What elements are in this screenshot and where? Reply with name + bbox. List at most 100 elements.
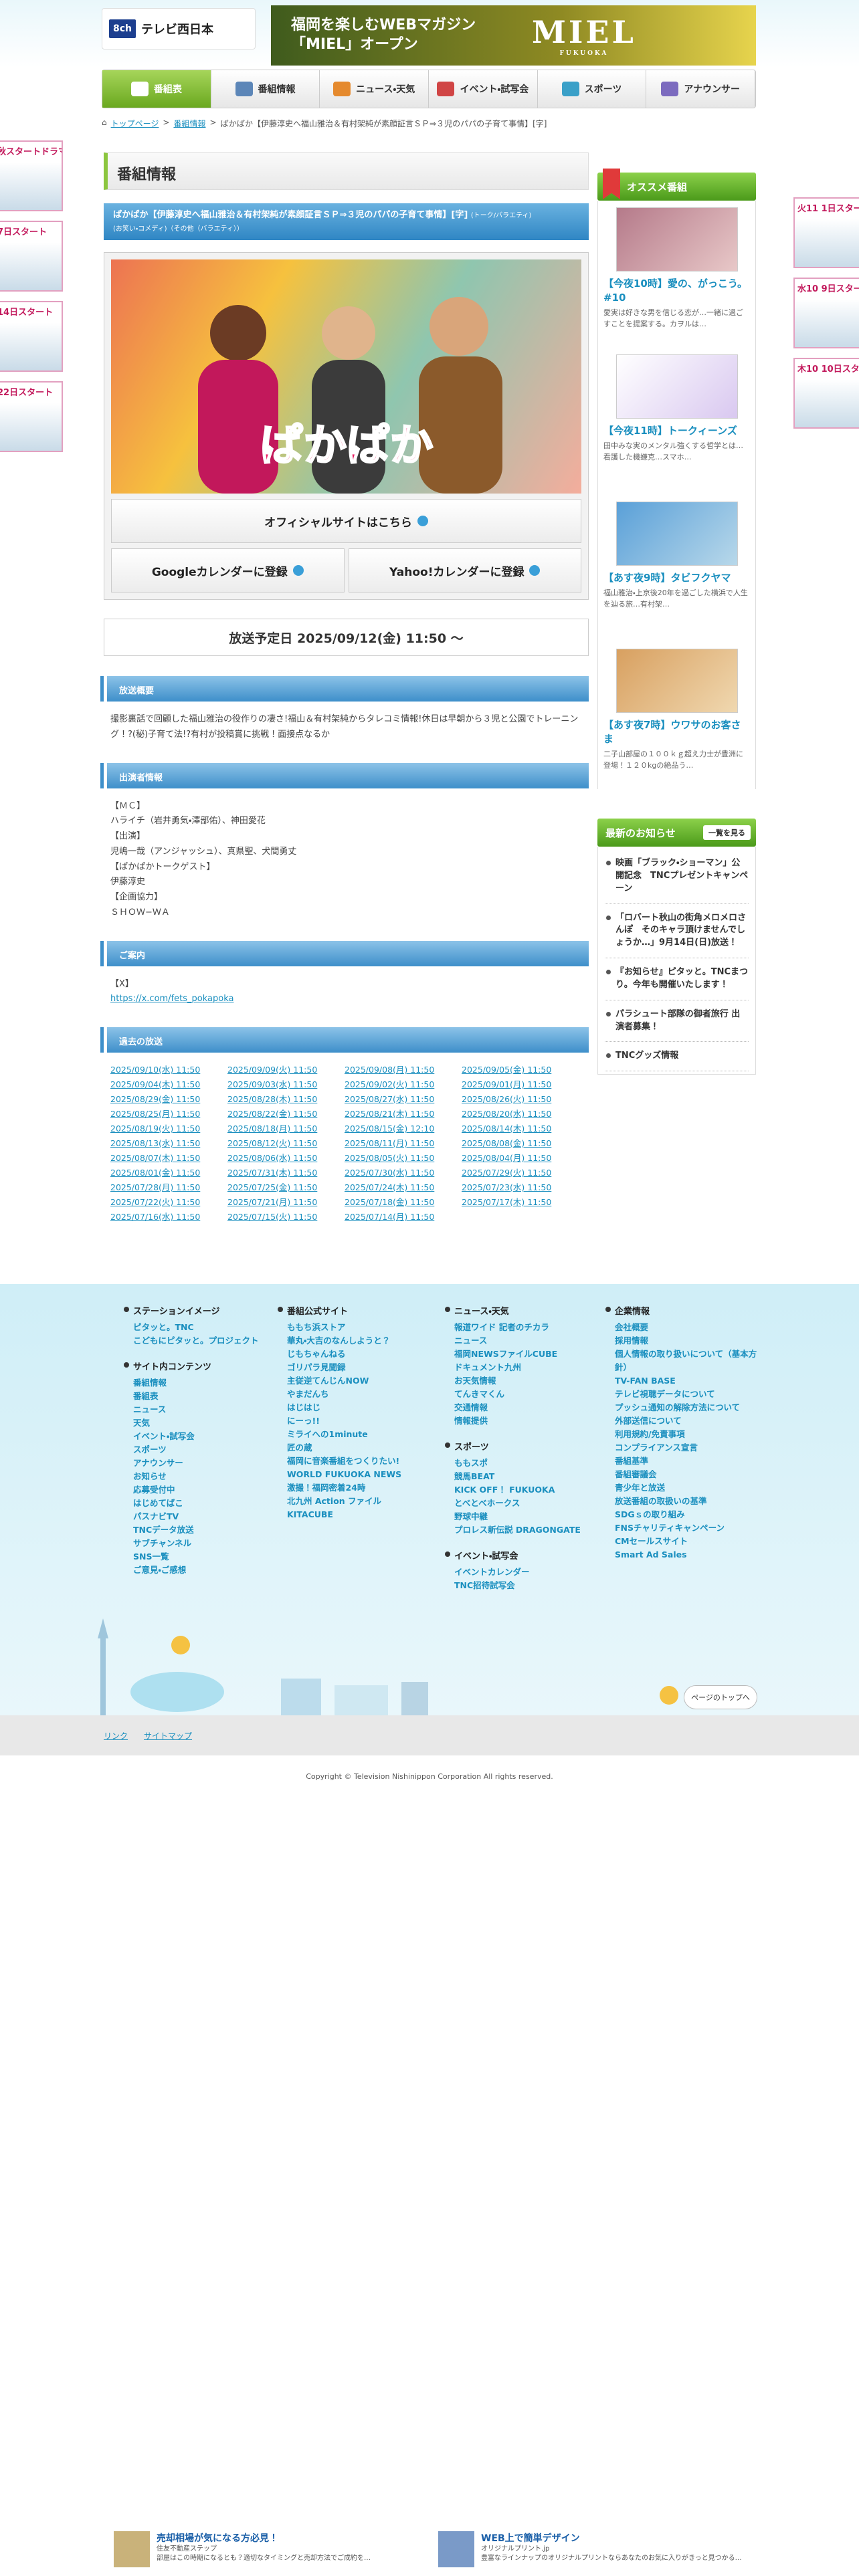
footer-link[interactable]: 北九州 Action ファイル — [287, 1496, 382, 1506]
past-broadcast-link[interactable]: 2025/07/18(金) 11:50 — [345, 1197, 435, 1207]
past-broadcast-link[interactable]: 2025/08/21(木) 11:50 — [345, 1109, 435, 1119]
footer-link[interactable]: 競馬BEAT — [454, 1471, 495, 1481]
footer-link[interactable]: 番組表 — [133, 1391, 159, 1401]
footer-link[interactable]: ドキュメント九州 — [454, 1362, 522, 1372]
side-banner[interactable]: 秋スタートドラマ — [0, 140, 63, 211]
news-item[interactable]: 『お知らせ』ピタッと。TNCまつり。今年も開催いたします！ — [605, 958, 749, 1000]
footer-link[interactable]: CMセールスサイト — [615, 1536, 688, 1546]
footer-link[interactable]: 番組基準 — [615, 1456, 649, 1466]
footer-link[interactable]: サブチャンネル — [133, 1538, 192, 1548]
side-banner[interactable]: 14日スタート — [0, 301, 63, 372]
footer-link[interactable]: イベント・試写会 — [133, 1431, 195, 1441]
past-broadcast-link[interactable]: 2025/08/22(金) 11:50 — [227, 1109, 318, 1119]
footer-link[interactable]: 個人情報の取り扱いについて（基本方針） — [615, 1349, 757, 1372]
past-broadcast-link[interactable]: 2025/07/28(月) 11:50 — [110, 1182, 201, 1192]
past-broadcast-link[interactable]: 2025/08/04(月) 11:50 — [462, 1153, 552, 1163]
past-broadcast-link[interactable]: 2025/08/26(火) 11:50 — [462, 1094, 552, 1104]
footer-link[interactable]: 激撮！福岡密着24時 — [287, 1483, 366, 1493]
side-banner[interactable]: 22日スタート — [0, 381, 63, 452]
footer-link[interactable]: スポーツ — [133, 1444, 167, 1455]
footer-link[interactable]: こどもにピタッと。プロジェクト — [133, 1335, 259, 1346]
footer-link[interactable]: ご意見・ご感想 — [133, 1565, 187, 1575]
footer-link[interactable]: Smart Ad Sales — [615, 1549, 687, 1560]
past-broadcast-link[interactable]: 2025/08/05(火) 11:50 — [345, 1153, 435, 1163]
recommend-item[interactable]: 【あす夜9時】タビフクヤマ 福山雅治・上京後20年を過ごした横浜で人生を辿る旅…有… — [597, 495, 756, 642]
ad[interactable]: 売却相場が気になる方必見！ 住友不動産ステップ 部屋はこの時期になるとも？適切なタイ… — [114, 2531, 425, 2571]
past-broadcast-link[interactable]: 2025/07/30(水) 11:50 — [345, 1168, 435, 1178]
footer-link[interactable]: SNS一覧 — [133, 1551, 169, 1562]
footer-link[interactable]: WORLD FUKUOKA NEWS — [287, 1469, 402, 1479]
past-broadcast-link[interactable]: 2025/09/02(火) 11:50 — [345, 1079, 435, 1089]
past-broadcast-link[interactable]: 2025/07/22(火) 11:50 — [110, 1197, 201, 1207]
past-broadcast-link[interactable]: 2025/07/16(水) 11:50 — [110, 1212, 201, 1222]
footer-link[interactable]: お知らせ — [133, 1471, 167, 1481]
nav-item[interactable]: 番組表 — [102, 70, 211, 108]
past-broadcast-link[interactable]: 2025/09/01(月) 11:50 — [462, 1079, 552, 1089]
past-broadcast-link[interactable]: 2025/07/21(月) 11:50 — [227, 1197, 318, 1207]
past-broadcast-link[interactable]: 2025/08/12(火) 11:50 — [227, 1138, 318, 1148]
crumb-link[interactable]: トップページ — [110, 119, 159, 128]
footer-link[interactable]: コンプライアンス宣言 — [615, 1442, 698, 1453]
footer-link[interactable]: やまだんち — [287, 1389, 329, 1399]
footer-link[interactable]: TV-FAN BASE — [615, 1376, 676, 1386]
footer-link[interactable]: にーっ!! — [287, 1416, 320, 1426]
footer-link[interactable]: FNSチャリティキャンペーン — [615, 1523, 725, 1533]
footer-link[interactable]: とべとべホークス — [454, 1498, 520, 1508]
news-item[interactable]: パラシュート部隊の御者旅行 出演者募集！ — [605, 1000, 749, 1043]
footer-link[interactable]: SDGｓの取り組み — [615, 1509, 685, 1519]
past-broadcast-link[interactable]: 2025/07/14(月) 11:50 — [345, 1212, 435, 1222]
nav-item[interactable]: 番組情報 — [211, 70, 320, 108]
footer-link[interactable]: KITACUBE — [287, 1509, 333, 1519]
footer-link[interactable]: じもちゃんねる — [287, 1349, 346, 1359]
recommend-item[interactable]: 【今夜10時】愛の、がっこう。 #10 愛実は好きな男を信じる恋が…一緒に過ごすこ… — [597, 201, 756, 348]
past-broadcast-link[interactable]: 2025/07/29(火) 11:50 — [462, 1168, 552, 1178]
past-broadcast-link[interactable]: 2025/08/29(金) 11:50 — [110, 1094, 201, 1104]
footer-link[interactable]: イベントカレンダー — [454, 1567, 530, 1577]
past-broadcast-link[interactable]: 2025/09/03(水) 11:50 — [227, 1079, 318, 1089]
footer-link[interactable]: 匠の蔵 — [287, 1442, 312, 1453]
side-banner[interactable]: 7日スタート — [0, 221, 63, 292]
past-broadcast-link[interactable]: 2025/07/15(火) 11:50 — [227, 1212, 318, 1222]
past-broadcast-link[interactable]: 2025/07/24(木) 11:50 — [345, 1182, 435, 1192]
footer-link[interactable]: ももスポ — [454, 1458, 488, 1468]
footer-link[interactable]: 主従逆てんじんNOW — [287, 1376, 369, 1386]
footer-link[interactable]: お天気情報 — [454, 1376, 496, 1386]
pagetop-button[interactable]: ページのトップへ — [684, 1685, 757, 1709]
past-broadcast-link[interactable]: 2025/08/27(水) 11:50 — [345, 1094, 435, 1104]
nav-item[interactable]: スポーツ — [538, 70, 647, 108]
miel-banner[interactable]: 福岡を楽しむWEBマガジン「MIEL」オープン MIEL FUKUOKA — [271, 5, 756, 66]
past-broadcast-link[interactable]: 2025/07/31(木) 11:50 — [227, 1168, 318, 1178]
nav-item[interactable]: イベント・試写会 — [429, 70, 538, 108]
ad[interactable]: WEB上で簡単デザイン オリジナルプリント.jp 豊富なラインナップのオリジナルプリ… — [438, 2531, 749, 2571]
footer-link[interactable]: 青少年と放送 — [615, 1483, 666, 1493]
past-broadcast-link[interactable]: 2025/08/15(金) 12:10 — [345, 1123, 435, 1134]
footer-link[interactable]: 天気 — [133, 1418, 151, 1428]
footer-link[interactable]: 番組審議会 — [615, 1469, 657, 1479]
footer-link[interactable]: はじめてばこ — [133, 1498, 183, 1508]
footer-link[interactable]: はじはじ — [287, 1402, 321, 1412]
side-banner[interactable]: 水10 9日スタート — [793, 278, 859, 348]
external-link[interactable]: https://x.com/fets_pokapoka — [110, 994, 234, 1004]
past-broadcast-link[interactable]: 2025/09/04(木) 11:50 — [110, 1079, 201, 1089]
past-broadcast-link[interactable]: 2025/08/01(金) 11:50 — [110, 1168, 201, 1178]
footer-link[interactable]: てんきマくん — [454, 1389, 505, 1399]
past-broadcast-link[interactable]: 2025/08/18(月) 11:50 — [227, 1123, 318, 1134]
yahoo-button[interactable]: Yahoo!カレンダーに登録 — [348, 548, 581, 593]
past-broadcast-link[interactable]: 2025/07/23(水) 11:50 — [462, 1182, 552, 1192]
footer-link[interactable]: 外部送信について — [615, 1416, 682, 1426]
footer-link[interactable]: 野球中継 — [454, 1511, 488, 1521]
footer-link[interactable]: ピタッと。TNC — [133, 1322, 194, 1332]
footer-link[interactable]: テレビ視聴データについて — [615, 1389, 715, 1399]
footer-link[interactable]: 応募受付中 — [133, 1485, 175, 1495]
side-banner[interactable]: 火11 1日スタート — [793, 197, 859, 268]
footer-link[interactable]: 利用規約/免責事項 — [615, 1429, 685, 1439]
past-broadcast-link[interactable]: 2025/09/08(月) 11:50 — [345, 1065, 435, 1075]
footer-link[interactable]: プロレス新伝説 DRAGONGATE — [454, 1525, 581, 1535]
news-item[interactable]: 「ロバート秋山の街角メロメロさんぽ そのキャラ頂けませんでしょうか…」9月14日… — [605, 904, 749, 959]
footer-link[interactable]: 福岡に音楽番組をつくりたい! — [287, 1456, 400, 1466]
past-broadcast-link[interactable]: 2025/08/11(月) 11:50 — [345, 1138, 435, 1148]
footer-bottom-link[interactable]: リンク — [104, 1731, 128, 1741]
footer-link[interactable]: 情報提供 — [454, 1416, 488, 1426]
recommend-item[interactable]: 【今夜11時】トークィーンズ 田中みな実のメンタル強くする哲学とは…看護した機嫌克… — [597, 348, 756, 495]
footer-link[interactable]: KICK OFF！ FUKUOKA — [454, 1485, 555, 1495]
